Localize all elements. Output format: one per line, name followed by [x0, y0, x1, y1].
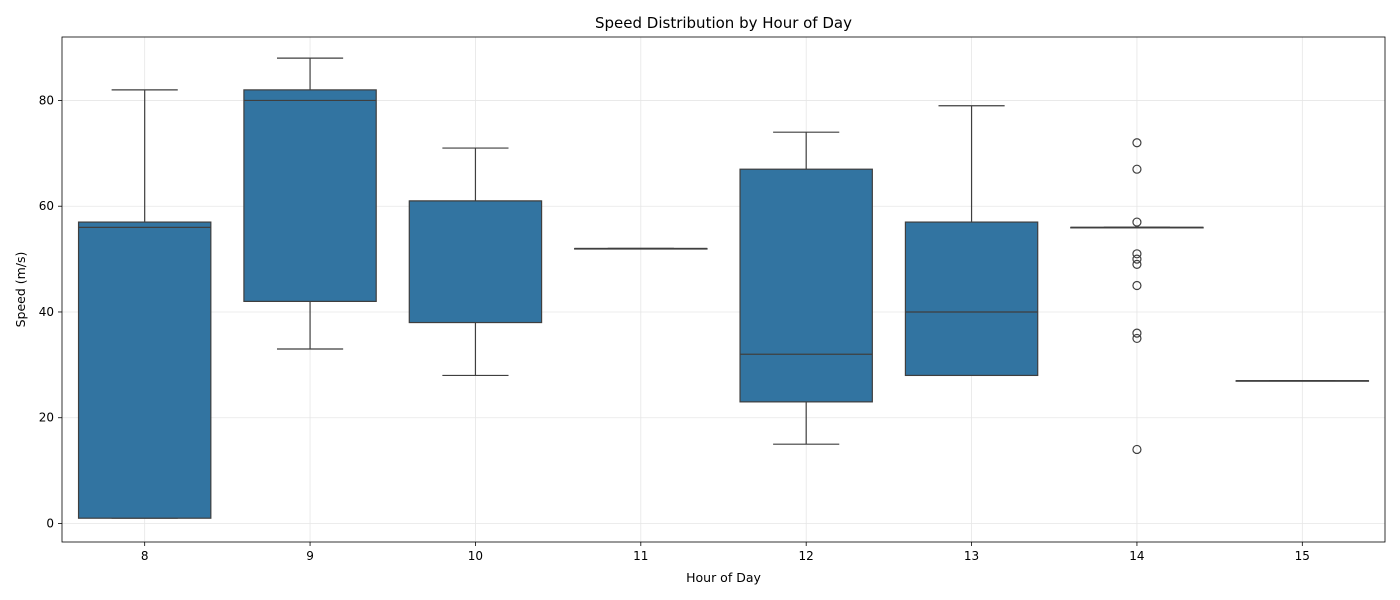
x-tick-label: 9 — [306, 549, 314, 563]
x-tick-label: 10 — [468, 549, 483, 563]
outlier-point — [1132, 259, 1142, 269]
x-axis: 8 9 10 11 12 13 14 15 — [141, 542, 1310, 563]
box-group-10 — [408, 147, 543, 377]
x-tick-label: 11 — [633, 549, 648, 563]
box-group-14 — [1070, 138, 1204, 455]
box-group-11 — [574, 247, 708, 250]
y-tick-label: 60 — [39, 199, 54, 213]
box-iqr — [243, 89, 377, 302]
outlier-point — [1132, 333, 1142, 344]
plot-frame — [61, 36, 1386, 543]
outlier-point — [1132, 164, 1142, 174]
boxes — [77, 57, 1370, 519]
x-tick-label: 8 — [141, 549, 149, 563]
x-tick-label: 13 — [964, 549, 979, 563]
outlier-point — [1132, 138, 1142, 148]
box-iqr — [739, 168, 873, 403]
x-tick-label: 15 — [1295, 549, 1310, 563]
outlier-point — [1132, 254, 1142, 264]
x-tick-label: 14 — [1129, 549, 1144, 563]
box-group-12 — [739, 131, 873, 445]
y-tick-label: 80 — [39, 93, 54, 107]
box-group-9 — [243, 57, 377, 350]
box-iqr — [904, 221, 1039, 377]
x-axis-title: Hour of Day — [686, 570, 761, 585]
outlier-point — [1132, 249, 1142, 259]
box-iqr — [77, 221, 212, 519]
box-group-8 — [77, 89, 212, 519]
chart-title: Speed Distribution by Hour of Day — [595, 14, 852, 32]
x-tick-label: 12 — [799, 549, 814, 563]
y-axis-title: Speed (m/s) — [13, 252, 28, 328]
outlier-point — [1132, 328, 1142, 338]
box-iqr — [408, 200, 543, 324]
y-tick-label: 20 — [39, 411, 54, 425]
box-group-13 — [904, 105, 1039, 377]
y-tick-label: 40 — [39, 305, 54, 319]
outlier-point — [1132, 280, 1142, 291]
y-axis: 0 20 40 60 80 — [39, 93, 62, 530]
box-group-15 — [1235, 380, 1370, 382]
outlier-point — [1132, 217, 1142, 227]
y-tick-label: 0 — [46, 516, 54, 530]
outlier-point — [1132, 444, 1142, 455]
